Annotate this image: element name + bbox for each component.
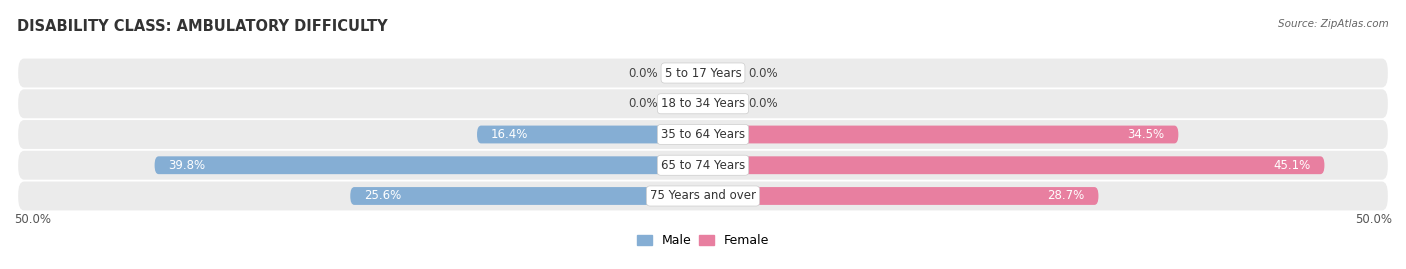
- FancyBboxPatch shape: [477, 126, 703, 143]
- FancyBboxPatch shape: [669, 64, 703, 82]
- Text: 0.0%: 0.0%: [628, 66, 658, 80]
- FancyBboxPatch shape: [703, 95, 738, 113]
- Text: Source: ZipAtlas.com: Source: ZipAtlas.com: [1278, 19, 1389, 29]
- Text: 34.5%: 34.5%: [1128, 128, 1164, 141]
- Text: 5 to 17 Years: 5 to 17 Years: [665, 66, 741, 80]
- Text: 0.0%: 0.0%: [748, 97, 778, 110]
- Text: 65 to 74 Years: 65 to 74 Years: [661, 159, 745, 172]
- Text: 39.8%: 39.8%: [169, 159, 205, 172]
- FancyBboxPatch shape: [18, 151, 1388, 180]
- FancyBboxPatch shape: [18, 182, 1388, 210]
- FancyBboxPatch shape: [703, 156, 1324, 174]
- FancyBboxPatch shape: [703, 187, 1098, 205]
- Text: 50.0%: 50.0%: [14, 214, 51, 226]
- Text: 28.7%: 28.7%: [1047, 189, 1084, 203]
- Text: 35 to 64 Years: 35 to 64 Years: [661, 128, 745, 141]
- FancyBboxPatch shape: [18, 89, 1388, 118]
- Text: 18 to 34 Years: 18 to 34 Years: [661, 97, 745, 110]
- FancyBboxPatch shape: [350, 187, 703, 205]
- Text: 25.6%: 25.6%: [364, 189, 401, 203]
- FancyBboxPatch shape: [669, 95, 703, 113]
- Text: 75 Years and over: 75 Years and over: [650, 189, 756, 203]
- FancyBboxPatch shape: [18, 59, 1388, 87]
- Text: 0.0%: 0.0%: [628, 97, 658, 110]
- Text: 50.0%: 50.0%: [1355, 214, 1392, 226]
- Text: 16.4%: 16.4%: [491, 128, 529, 141]
- FancyBboxPatch shape: [703, 64, 738, 82]
- Text: DISABILITY CLASS: AMBULATORY DIFFICULTY: DISABILITY CLASS: AMBULATORY DIFFICULTY: [17, 19, 388, 34]
- Legend: Male, Female: Male, Female: [631, 229, 775, 252]
- Text: 0.0%: 0.0%: [748, 66, 778, 80]
- FancyBboxPatch shape: [155, 156, 703, 174]
- Text: 45.1%: 45.1%: [1274, 159, 1310, 172]
- FancyBboxPatch shape: [18, 120, 1388, 149]
- FancyBboxPatch shape: [703, 126, 1178, 143]
